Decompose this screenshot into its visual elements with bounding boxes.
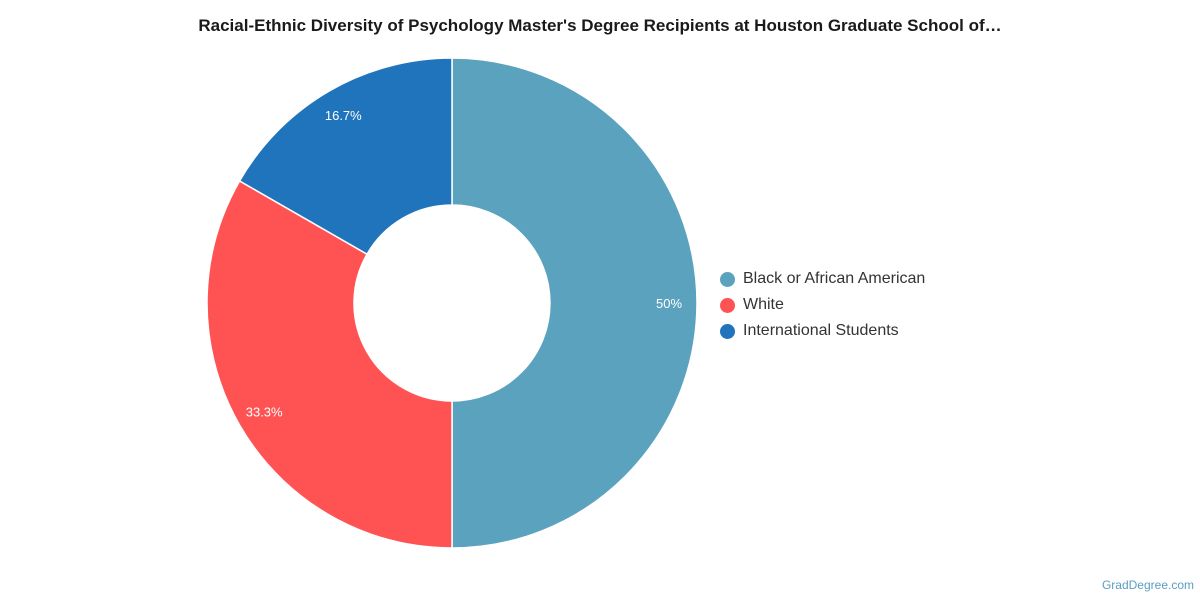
donut-slice-international-students[interactable] <box>238 57 453 256</box>
chart-legend: Black or African American White Internat… <box>720 266 925 344</box>
source-watermark[interactable]: GradDegree.com <box>1101 578 1194 592</box>
legend-swatch <box>720 271 735 287</box>
legend-label: White <box>743 296 784 313</box>
chart-title: Racial-Ethnic Diversity of Psychology Ma… <box>198 16 1002 35</box>
legend-item-white[interactable]: White <box>720 292 925 318</box>
legend-label: Black or African American <box>743 270 926 287</box>
legend-swatch <box>720 323 735 339</box>
legend-swatch <box>720 297 735 313</box>
donut-slice-white[interactable] <box>206 179 453 549</box>
slice-data-label: 33.3% <box>246 405 283 420</box>
donut-slice-black-or-african-american[interactable] <box>451 57 698 549</box>
legend-label: International Students <box>743 322 899 339</box>
slice-data-label: 16.7% <box>325 108 362 123</box>
slice-data-label: 50% <box>656 296 682 311</box>
legend-item-black-or-african-american[interactable]: Black or African American <box>720 266 925 292</box>
legend-item-international-students[interactable]: International Students <box>720 318 925 344</box>
